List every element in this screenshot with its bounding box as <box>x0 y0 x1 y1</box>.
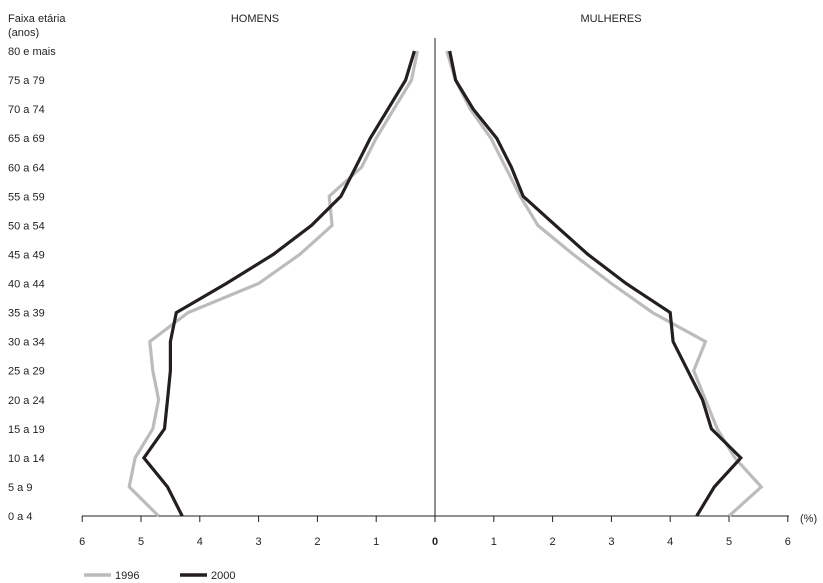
age-group-labels: 0 a 4 5 a 9 10 a 14 15 a 19 20 a 24 25 a 29 30… <box>8 46 56 523</box>
legend-label-1996: 1996 <box>115 570 139 582</box>
x-tick-label: 1 <box>373 536 379 548</box>
age-group-label: 75 a 79 <box>8 75 45 87</box>
x-axis-ticks: 6 5 4 3 2 1 0 1 2 3 4 5 6 <box>79 516 791 548</box>
age-group-label: 65 a 69 <box>8 133 45 145</box>
age-group-label: 0 a 4 <box>8 511 32 523</box>
age-group-label: 30 a 34 <box>8 337 45 349</box>
x-tick-label: 0 <box>432 536 438 548</box>
men-panel-title: HOMENS <box>231 13 279 25</box>
x-tick-label: 3 <box>256 536 262 548</box>
series-1996-women-line <box>445 50 764 518</box>
y-axis-title-line1: Faixa etária <box>8 13 66 25</box>
age-group-label: 55 a 59 <box>8 191 45 203</box>
age-group-label: 70 a 74 <box>8 104 45 116</box>
women-panel-title: MULHERES <box>580 13 641 25</box>
x-tick-label: 6 <box>785 536 791 548</box>
age-group-label: 15 a 19 <box>8 424 45 436</box>
age-group-label: 10 a 14 <box>8 453 45 465</box>
age-group-label: 50 a 54 <box>8 220 45 232</box>
age-group-label: 40 a 44 <box>8 279 45 291</box>
x-tick-label: 1 <box>491 536 497 548</box>
series-2000-women-line <box>448 50 744 517</box>
age-group-label: 5 a 9 <box>8 482 32 494</box>
y-axis-title-line2: (anos) <box>8 27 39 39</box>
x-tick-label: 3 <box>608 536 614 548</box>
x-tick-label: 2 <box>314 536 320 548</box>
x-tick-label: 5 <box>138 536 144 548</box>
x-tick-label: 4 <box>197 536 203 548</box>
x-tick-label: 4 <box>667 536 673 548</box>
legend: 1996 2000 <box>84 570 235 582</box>
age-group-label: 80 e mais <box>8 46 56 58</box>
age-group-label: 20 a 24 <box>8 395 45 407</box>
series-2000-men-line <box>141 50 416 517</box>
legend-label-2000: 2000 <box>211 570 235 582</box>
x-tick-label: 5 <box>726 536 732 548</box>
age-group-label: 60 a 64 <box>8 162 45 174</box>
age-group-label: 45 a 49 <box>8 249 45 261</box>
series-1996-men-line <box>127 50 419 518</box>
x-tick-label: 6 <box>79 536 85 548</box>
age-group-label: 35 a 39 <box>8 308 45 320</box>
x-axis-unit-label: (%) <box>800 513 817 525</box>
x-tick-label: 2 <box>550 536 556 548</box>
series-lines <box>127 50 764 518</box>
age-group-label: 25 a 29 <box>8 366 45 378</box>
